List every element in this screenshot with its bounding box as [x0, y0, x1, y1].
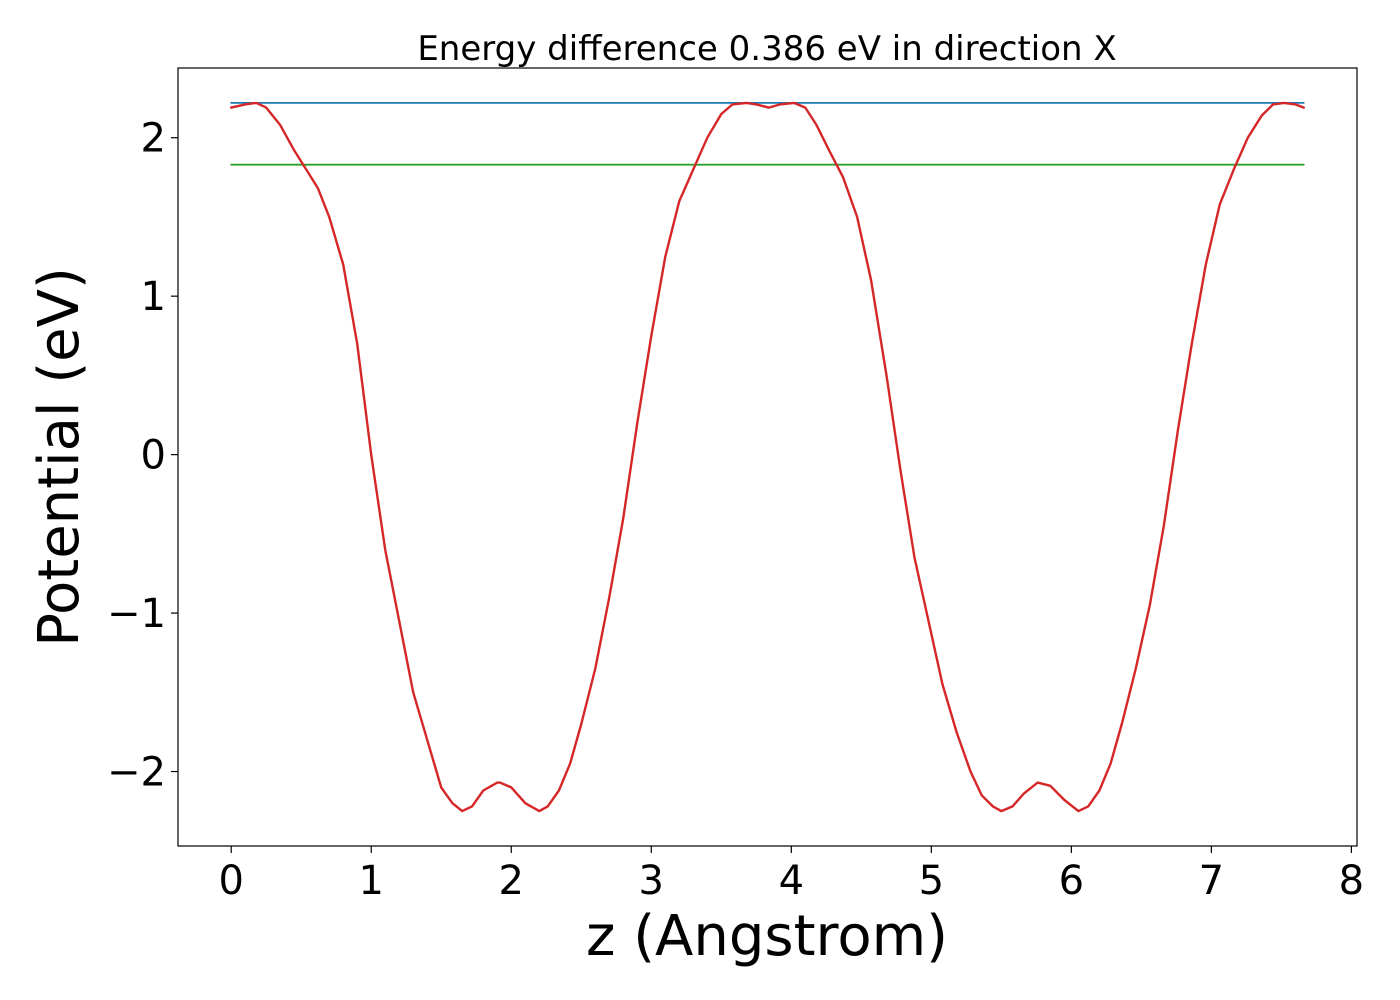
x-tick-label: 0 [218, 858, 243, 904]
x-ticks: 0 1 2 3 4 5 6 7 8 [218, 846, 1364, 904]
x-tick-label: 6 [1059, 858, 1084, 904]
chart-title: Energy difference 0.386 eV in direction … [417, 29, 1116, 69]
x-tick-label: 5 [919, 858, 944, 904]
y-tick-label: 0 [141, 433, 166, 479]
x-axis-label: z (Angstrom) [586, 904, 948, 969]
x-tick-label: 3 [639, 858, 664, 904]
x-tick-label: 2 [499, 858, 524, 904]
x-tick-label: 4 [779, 858, 804, 904]
series-line-2 [230, 101, 1305, 813]
plot-frame [177, 67, 1358, 847]
x-tick-label: 7 [1199, 858, 1224, 904]
x-tick-label: 1 [359, 858, 384, 904]
y-axis-label: Potential (eV) [27, 267, 92, 647]
y-tick-label: −2 [107, 750, 166, 796]
x-tick-label: 8 [1339, 858, 1364, 904]
series-layer [230, 101, 1305, 813]
y-tick-label: −1 [107, 591, 166, 637]
y-ticks: −2 −1 0 1 2 [107, 116, 178, 796]
y-tick-label: 2 [141, 116, 166, 162]
y-tick-label: 1 [141, 274, 166, 320]
